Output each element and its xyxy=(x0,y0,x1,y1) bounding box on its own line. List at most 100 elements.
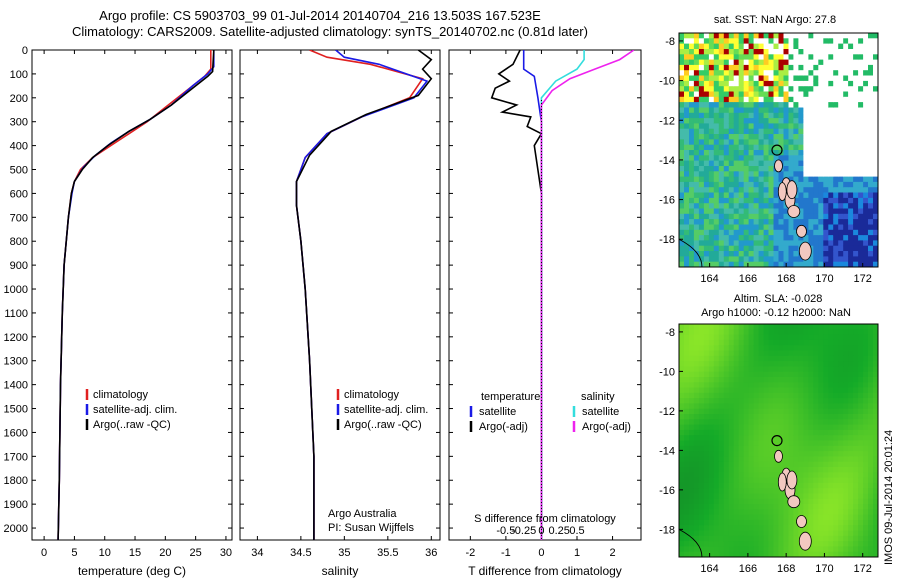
map-cell xyxy=(783,86,790,93)
map-cell xyxy=(728,256,735,263)
map-cell xyxy=(753,408,760,415)
map-cell xyxy=(838,451,844,457)
map-cell xyxy=(848,350,854,357)
map-cell xyxy=(853,467,859,473)
map-cell xyxy=(848,144,854,151)
map-cell xyxy=(808,208,814,215)
map-cell xyxy=(728,245,735,252)
map-cell xyxy=(748,429,755,436)
map-cell xyxy=(738,123,745,130)
map-cell xyxy=(758,424,765,431)
map-cell xyxy=(808,86,814,93)
map-cell xyxy=(733,382,740,389)
map-cell xyxy=(689,112,695,119)
map-cell xyxy=(698,488,705,495)
map-cell xyxy=(733,181,740,188)
map-cell xyxy=(823,530,829,537)
map-cell xyxy=(713,150,720,156)
map-cell xyxy=(733,546,740,553)
map-cell xyxy=(698,123,705,130)
map-cell xyxy=(873,139,878,146)
map-cell xyxy=(748,334,755,341)
map-cell xyxy=(693,229,700,236)
map-cell xyxy=(773,525,780,532)
map-cell xyxy=(778,387,785,394)
map-cell xyxy=(818,128,824,135)
map-cell xyxy=(679,187,685,194)
map-cell xyxy=(758,493,765,500)
map-cell xyxy=(808,377,814,383)
map-cell xyxy=(758,256,765,263)
map-cell xyxy=(773,424,780,431)
map-cell xyxy=(873,70,878,77)
map-cell xyxy=(708,403,715,410)
map-cell xyxy=(858,498,864,505)
map-cell xyxy=(728,429,735,436)
map-cell xyxy=(798,551,804,557)
sla-map-title-2: Argo h1000: -0.12 h2000: NaN xyxy=(701,307,851,319)
map-cell xyxy=(818,424,824,431)
map-cell xyxy=(808,59,814,66)
map-cell xyxy=(733,334,740,341)
map-cell xyxy=(728,419,735,426)
map-cell xyxy=(738,403,745,410)
map-cell xyxy=(833,38,839,45)
map-cell xyxy=(793,414,799,420)
map-cell xyxy=(689,219,695,225)
map-cell xyxy=(684,525,690,532)
map-cell xyxy=(838,472,844,479)
map-cell xyxy=(768,546,775,553)
map-cell xyxy=(828,472,834,479)
map-cell xyxy=(703,488,710,495)
map-cell xyxy=(793,256,799,263)
map-cell xyxy=(838,419,844,426)
map-cell xyxy=(718,96,725,103)
map-cell xyxy=(768,118,775,124)
map-cell xyxy=(873,261,878,267)
map-cell xyxy=(733,519,740,526)
map-cell xyxy=(873,208,878,215)
map-cell xyxy=(689,456,695,463)
map-cell xyxy=(848,128,854,135)
map-cell xyxy=(733,118,740,124)
map-cell xyxy=(723,219,730,225)
map-cell xyxy=(768,123,775,130)
map-cell xyxy=(843,33,849,39)
map-cell xyxy=(713,181,720,188)
map-cell xyxy=(748,514,755,521)
map-cell xyxy=(813,541,819,547)
map-cell xyxy=(763,134,770,140)
map-cell xyxy=(838,240,844,247)
map-cell xyxy=(863,187,869,194)
map-cell xyxy=(843,80,849,87)
map-cell xyxy=(718,91,725,98)
map-cell xyxy=(843,64,849,71)
map-cell xyxy=(723,461,730,468)
map-cell xyxy=(679,171,685,178)
map-cell xyxy=(693,256,700,263)
map-cell xyxy=(698,229,705,236)
map-cell xyxy=(698,440,705,447)
map-cell xyxy=(853,235,859,241)
map-cell xyxy=(838,251,844,257)
map-cell xyxy=(733,525,740,532)
map-cell xyxy=(743,429,750,436)
map-cell xyxy=(803,514,809,521)
map-cell xyxy=(768,334,775,341)
map-cell xyxy=(728,392,735,399)
map-cell xyxy=(838,96,844,103)
map-cell xyxy=(853,150,859,156)
map-cell xyxy=(728,176,735,183)
map-cell xyxy=(723,70,730,77)
map-cell xyxy=(743,361,750,367)
map-cell xyxy=(723,38,730,45)
map-cell xyxy=(768,213,775,220)
map-cell xyxy=(783,54,790,61)
map-cell xyxy=(818,49,824,55)
map-cell xyxy=(803,382,809,389)
x-tick-label: 34 xyxy=(251,547,263,559)
depth-tick-label: 200 xyxy=(10,93,28,105)
map-cell xyxy=(873,435,878,442)
temperature-xlabel: temperature (deg C) xyxy=(78,564,186,578)
map-cell xyxy=(738,345,745,352)
